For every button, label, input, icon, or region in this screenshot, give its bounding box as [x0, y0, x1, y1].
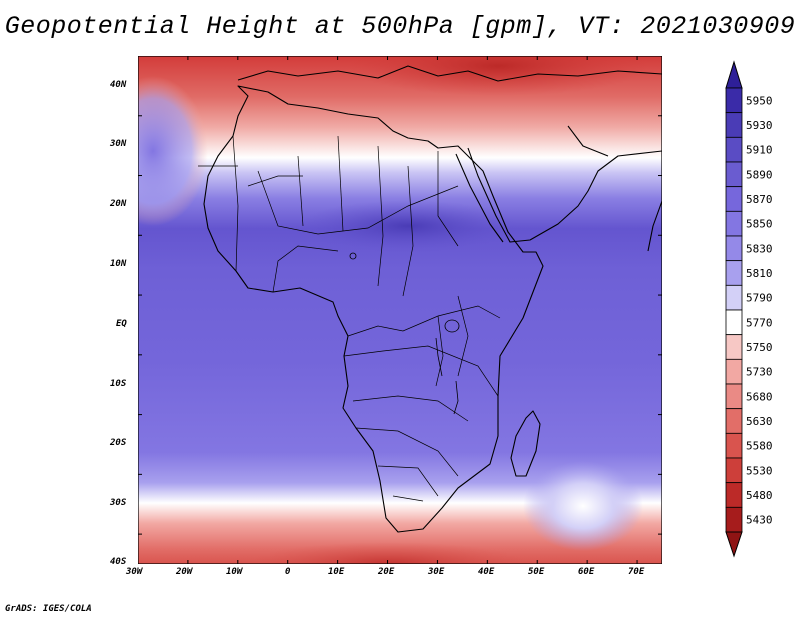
lat-label-20s: 20S [110, 438, 127, 448]
lat-label-40n: 40N [110, 80, 127, 90]
arabia-coastline [467, 147, 663, 243]
legend-label-5580: 5580 [746, 440, 773, 453]
lon-label-20e: 20E [378, 567, 395, 577]
lakes [349, 252, 460, 415]
europe-coastline [237, 65, 663, 82]
legend-label-5680: 5680 [746, 390, 773, 403]
lat-label-10s: 10S [110, 379, 127, 389]
legend-swatch-5910 [725, 136, 743, 163]
lat-label-20n: 20N [110, 199, 127, 209]
india-coast [647, 200, 663, 252]
legend-top-arrow [725, 60, 743, 89]
legend-swatch-5750 [725, 334, 743, 360]
map-plot [98, 36, 663, 586]
legend-label-5870: 5870 [746, 193, 773, 206]
lat-label-eq: EQ [116, 319, 127, 329]
legend-label-5890: 5890 [746, 168, 773, 181]
legend-swatch-5810 [725, 260, 743, 286]
legend-bar: 5950 5930 5910 5890 5870 5850 5830 5810 5790 5770… [725, 60, 773, 558]
lon-label-30w: 30W [126, 567, 143, 577]
legend-swatch-5930 [725, 112, 743, 138]
lon-label-10e: 10E [328, 567, 345, 577]
legend-label-5910: 5910 [746, 144, 773, 157]
lon-label-60e: 60E [578, 567, 595, 577]
map-canvas [98, 36, 663, 586]
legend-swatch-5430 [725, 506, 743, 533]
legend-swatch-5580 [725, 432, 743, 459]
legend-label-5790: 5790 [746, 292, 773, 305]
legend-label-5850: 5850 [746, 218, 773, 231]
footer-credit: GrADS: IGES/COLA [5, 604, 92, 614]
africa-coastline [203, 85, 544, 533]
legend-swatch-5770 [725, 309, 743, 336]
legend-swatch-5730 [725, 358, 743, 385]
legend-swatch-5830 [725, 235, 743, 262]
legend-swatch-5530 [725, 457, 743, 484]
sahara-high-core [298, 200, 518, 252]
legend-label-5530: 5530 [746, 464, 773, 477]
legend-swatch-5890 [725, 161, 743, 188]
legend-bottom-arrow [725, 531, 743, 558]
lon-label-40e: 40E [478, 567, 495, 577]
legend-swatch-5480 [725, 482, 743, 508]
lon-label-30e: 30E [428, 567, 445, 577]
indian-ocean-high [523, 461, 643, 551]
lake-malawi [453, 380, 459, 415]
legend-swatch-5870 [725, 186, 743, 212]
color-legend: 5950 5930 5910 5890 5870 5850 5830 5810 5790 5770… [722, 60, 792, 560]
legend-swatch-5850 [725, 210, 743, 237]
legend-label-5830: 5830 [746, 242, 773, 255]
legend-label-5930: 5930 [746, 119, 773, 132]
legend-label-5750: 5750 [746, 341, 773, 354]
lat-label-30s: 30S [110, 498, 127, 508]
lon-label-10w: 10W [226, 567, 243, 577]
lat-label-40s: 40S [110, 557, 127, 567]
legend-label-5630: 5630 [746, 415, 773, 428]
legend-label-5730: 5730 [746, 366, 773, 379]
legend-label-5480: 5480 [746, 489, 773, 502]
lake-victoria [444, 319, 460, 333]
coastlines [203, 65, 663, 533]
red-sea-coast [455, 153, 504, 243]
legend-label-5430: 5430 [746, 514, 773, 527]
legend-swatch-5680 [725, 383, 743, 410]
lat-label-10n: 10N [110, 259, 127, 269]
legend-swatch-5950 [725, 87, 743, 114]
legend-label-5810: 5810 [746, 267, 773, 280]
legend-label-5770: 5770 [746, 316, 773, 329]
legend-label-5950: 5950 [746, 94, 773, 107]
lat-label-30n: 30N [110, 139, 127, 149]
lake-chad [349, 252, 357, 260]
lake-tanganyika [435, 337, 443, 377]
lon-label-70e: 70E [628, 567, 645, 577]
lon-label-20w: 20W [176, 567, 193, 577]
lon-label-50e: 50E [528, 567, 545, 577]
madagascar-coastline [510, 410, 541, 477]
legend-swatch-5630 [725, 408, 743, 434]
persian-gulf-coast [567, 125, 609, 157]
country-borders [198, 135, 501, 502]
chart-title: Geopotential Height at 500hPa [gpm], VT:… [4, 12, 796, 41]
legend-swatch-5790 [725, 284, 743, 311]
lon-label-0: 0 [285, 567, 291, 577]
